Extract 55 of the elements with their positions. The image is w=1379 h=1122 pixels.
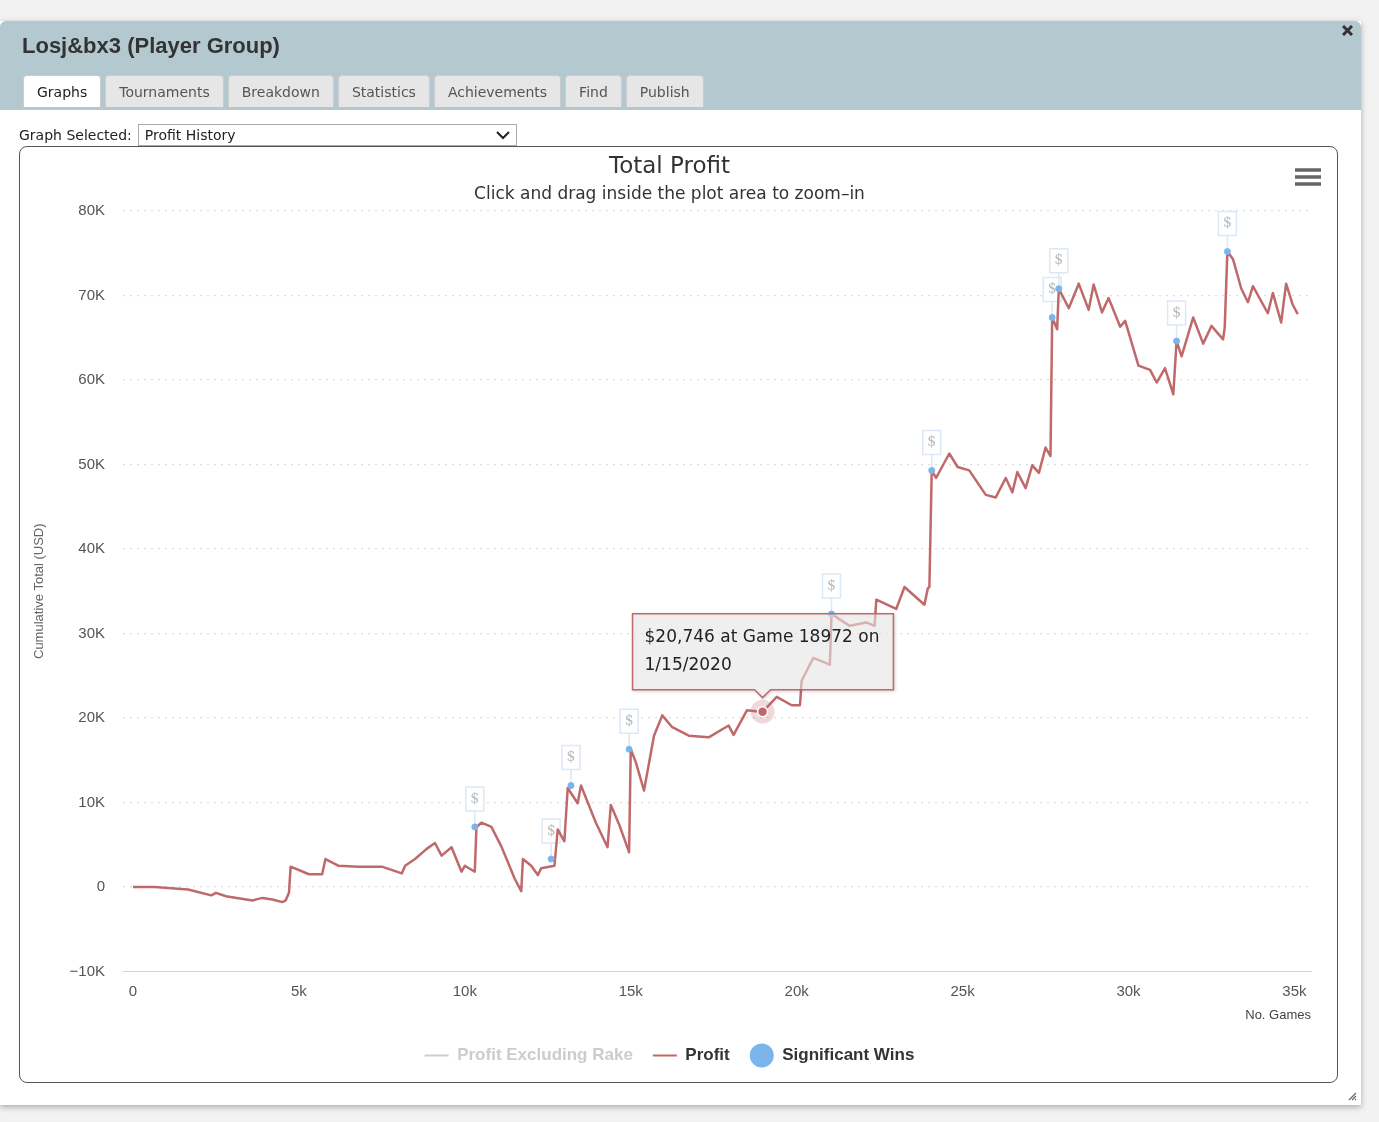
chart-subtitle: Click and drag inside the plot area to zoom–in bbox=[474, 183, 865, 204]
y-tick-label: 30K bbox=[78, 623, 106, 641]
data-label: $ bbox=[566, 748, 576, 765]
y-tick-label: 70K bbox=[78, 285, 106, 303]
text: Statistics bbox=[337, 75, 430, 107]
y-tick-label: 80K bbox=[78, 201, 106, 219]
x-tick-label: 25k bbox=[950, 981, 976, 999]
y-tick-label: 20K bbox=[78, 708, 106, 726]
text: Losj&bx3 (Player Group) bbox=[22, 33, 280, 59]
data-label: $ bbox=[1172, 303, 1182, 320]
text: Graphs bbox=[23, 75, 102, 107]
x-tick-label: 20k bbox=[784, 981, 810, 999]
y-tick-label: 60K bbox=[78, 370, 106, 388]
point bbox=[750, 699, 775, 724]
text: Publish bbox=[625, 75, 704, 107]
x-tick-label: 5k bbox=[291, 981, 308, 999]
x-tick-label: 15k bbox=[618, 981, 644, 999]
legend-label: Significant Wins bbox=[782, 1045, 915, 1065]
data-label: $ bbox=[927, 433, 937, 450]
point bbox=[547, 855, 555, 863]
y-axis-title: Cumulative Total (USD) bbox=[31, 523, 47, 659]
text: Tournaments bbox=[105, 75, 224, 107]
x-tick-label: 10k bbox=[452, 981, 478, 999]
data-label: $ bbox=[827, 576, 836, 593]
annotation: $20,746 at Game 18972 on 1/15/2020 bbox=[644, 626, 880, 675]
text: Graph Selected: bbox=[19, 127, 132, 143]
x-axis-title: No. Games bbox=[1245, 1006, 1312, 1022]
point bbox=[1048, 313, 1056, 321]
point bbox=[928, 466, 936, 474]
text: Breakdown bbox=[227, 75, 334, 107]
chart-title: Total Profit bbox=[607, 151, 731, 178]
y-tick-label: 40K bbox=[78, 539, 106, 557]
data-label: $ bbox=[1047, 280, 1057, 297]
data-label: $ bbox=[1054, 251, 1064, 268]
y-tick-label: −10K bbox=[69, 961, 106, 979]
data-label: $ bbox=[470, 789, 480, 806]
y-tick-label: 10K bbox=[78, 792, 106, 810]
x-tick-label: 35k bbox=[1282, 981, 1307, 999]
x-tick-label: 0 bbox=[128, 981, 138, 999]
point bbox=[828, 610, 836, 618]
data-label: $ bbox=[546, 821, 556, 838]
data-label: $ bbox=[1222, 214, 1232, 231]
y-tick-label: 0 bbox=[96, 877, 106, 895]
point bbox=[1223, 248, 1231, 256]
point bbox=[625, 745, 633, 753]
y-tick-label: 50K bbox=[78, 454, 106, 472]
x-tick-label: 30k bbox=[1116, 981, 1142, 999]
text: Find bbox=[565, 75, 622, 107]
text: Profit History bbox=[144, 127, 236, 143]
legend-label: Profit bbox=[685, 1045, 731, 1065]
point bbox=[471, 823, 479, 831]
data-label: $ bbox=[624, 711, 634, 728]
point bbox=[567, 782, 575, 790]
point bbox=[1173, 337, 1181, 345]
text: Achievements bbox=[433, 75, 562, 107]
